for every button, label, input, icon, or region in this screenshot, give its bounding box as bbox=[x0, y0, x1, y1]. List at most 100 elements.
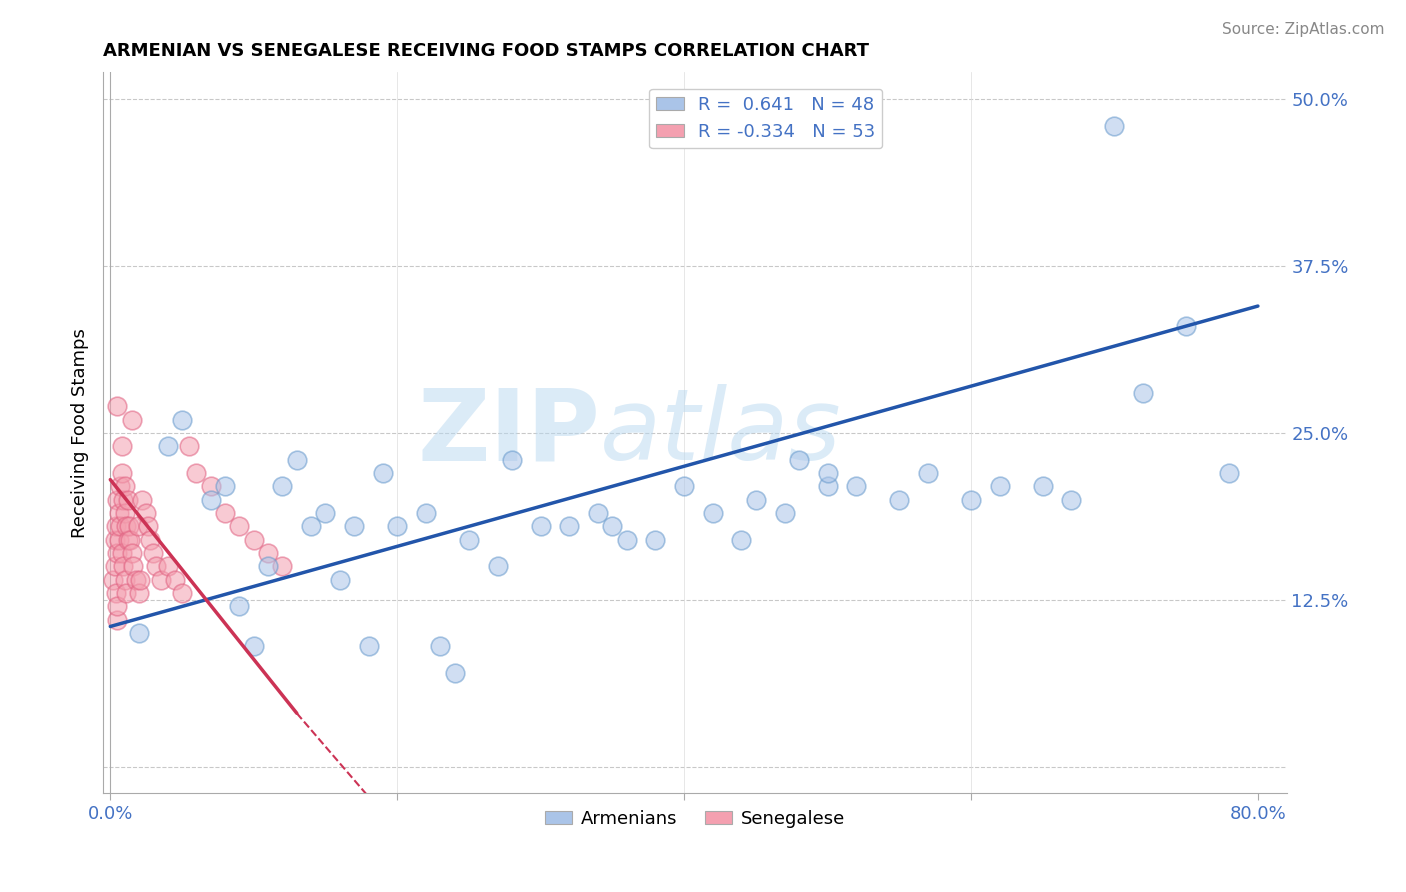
Point bbox=[845, 479, 868, 493]
Point bbox=[108, 506, 131, 520]
Point bbox=[170, 412, 193, 426]
Point bbox=[105, 519, 128, 533]
Point bbox=[117, 533, 139, 547]
Point bbox=[214, 479, 236, 493]
Point bbox=[156, 439, 179, 453]
Text: Source: ZipAtlas.com: Source: ZipAtlas.com bbox=[1222, 22, 1385, 37]
Point bbox=[214, 506, 236, 520]
Point bbox=[343, 519, 366, 533]
Point bbox=[107, 599, 129, 614]
Point bbox=[111, 439, 134, 453]
Point bbox=[586, 506, 609, 520]
Text: ARMENIAN VS SENEGALESE RECEIVING FOOD STAMPS CORRELATION CHART: ARMENIAN VS SENEGALESE RECEIVING FOOD ST… bbox=[103, 42, 869, 60]
Point bbox=[228, 599, 250, 614]
Point bbox=[114, 506, 136, 520]
Point bbox=[299, 519, 322, 533]
Point bbox=[616, 533, 638, 547]
Point bbox=[156, 559, 179, 574]
Point bbox=[112, 492, 135, 507]
Y-axis label: Receiving Food Stamps: Receiving Food Stamps bbox=[72, 328, 89, 538]
Point bbox=[257, 546, 280, 560]
Point bbox=[105, 586, 128, 600]
Point bbox=[142, 546, 165, 560]
Point bbox=[186, 466, 208, 480]
Point bbox=[118, 519, 141, 533]
Legend: Armenians, Senegalese: Armenians, Senegalese bbox=[537, 802, 852, 835]
Point bbox=[122, 559, 145, 574]
Point bbox=[115, 519, 138, 533]
Text: atlas: atlas bbox=[600, 384, 842, 482]
Point bbox=[129, 573, 152, 587]
Point bbox=[228, 519, 250, 533]
Point bbox=[1175, 319, 1198, 334]
Text: ZIP: ZIP bbox=[418, 384, 600, 482]
Point bbox=[128, 586, 150, 600]
Point bbox=[128, 626, 150, 640]
Point bbox=[257, 559, 280, 574]
Point bbox=[200, 479, 222, 493]
Point bbox=[314, 506, 336, 520]
Point bbox=[501, 452, 523, 467]
Point bbox=[443, 666, 465, 681]
Point bbox=[329, 573, 352, 587]
Point bbox=[1218, 466, 1240, 480]
Point bbox=[135, 506, 157, 520]
Point bbox=[110, 519, 132, 533]
Point bbox=[271, 479, 294, 493]
Point bbox=[745, 492, 768, 507]
Point bbox=[120, 533, 142, 547]
Point bbox=[107, 613, 129, 627]
Point bbox=[371, 466, 394, 480]
Point bbox=[114, 573, 136, 587]
Point bbox=[117, 492, 139, 507]
Point bbox=[1104, 119, 1126, 133]
Point bbox=[242, 533, 264, 547]
Point bbox=[1060, 492, 1083, 507]
Point bbox=[107, 492, 129, 507]
Point bbox=[429, 640, 451, 654]
Point bbox=[104, 559, 127, 574]
Point bbox=[110, 479, 132, 493]
Point bbox=[787, 452, 810, 467]
Point bbox=[673, 479, 696, 493]
Point bbox=[458, 533, 481, 547]
Point bbox=[558, 519, 581, 533]
Point bbox=[387, 519, 409, 533]
Point bbox=[917, 466, 939, 480]
Point bbox=[357, 640, 380, 654]
Point bbox=[817, 479, 839, 493]
Point bbox=[486, 559, 509, 574]
Point bbox=[170, 586, 193, 600]
Point bbox=[163, 573, 186, 587]
Point bbox=[602, 519, 624, 533]
Point bbox=[107, 399, 129, 413]
Point bbox=[111, 546, 134, 560]
Point bbox=[136, 519, 159, 533]
Point bbox=[960, 492, 983, 507]
Point bbox=[111, 466, 134, 480]
Point bbox=[530, 519, 553, 533]
Point bbox=[139, 533, 162, 547]
Point bbox=[702, 506, 724, 520]
Point bbox=[285, 452, 308, 467]
Point bbox=[988, 479, 1011, 493]
Point bbox=[115, 586, 138, 600]
Point bbox=[1132, 385, 1154, 400]
Point bbox=[817, 466, 839, 480]
Point bbox=[131, 492, 153, 507]
Point bbox=[108, 533, 131, 547]
Point bbox=[112, 559, 135, 574]
Point bbox=[104, 533, 127, 547]
Point bbox=[149, 573, 172, 587]
Point bbox=[101, 573, 124, 587]
Point bbox=[730, 533, 752, 547]
Point bbox=[644, 533, 666, 547]
Point bbox=[889, 492, 911, 507]
Point bbox=[145, 559, 167, 574]
Point bbox=[200, 492, 222, 507]
Point bbox=[107, 546, 129, 560]
Point bbox=[415, 506, 437, 520]
Point bbox=[1032, 479, 1054, 493]
Point bbox=[179, 439, 201, 453]
Point bbox=[121, 546, 143, 560]
